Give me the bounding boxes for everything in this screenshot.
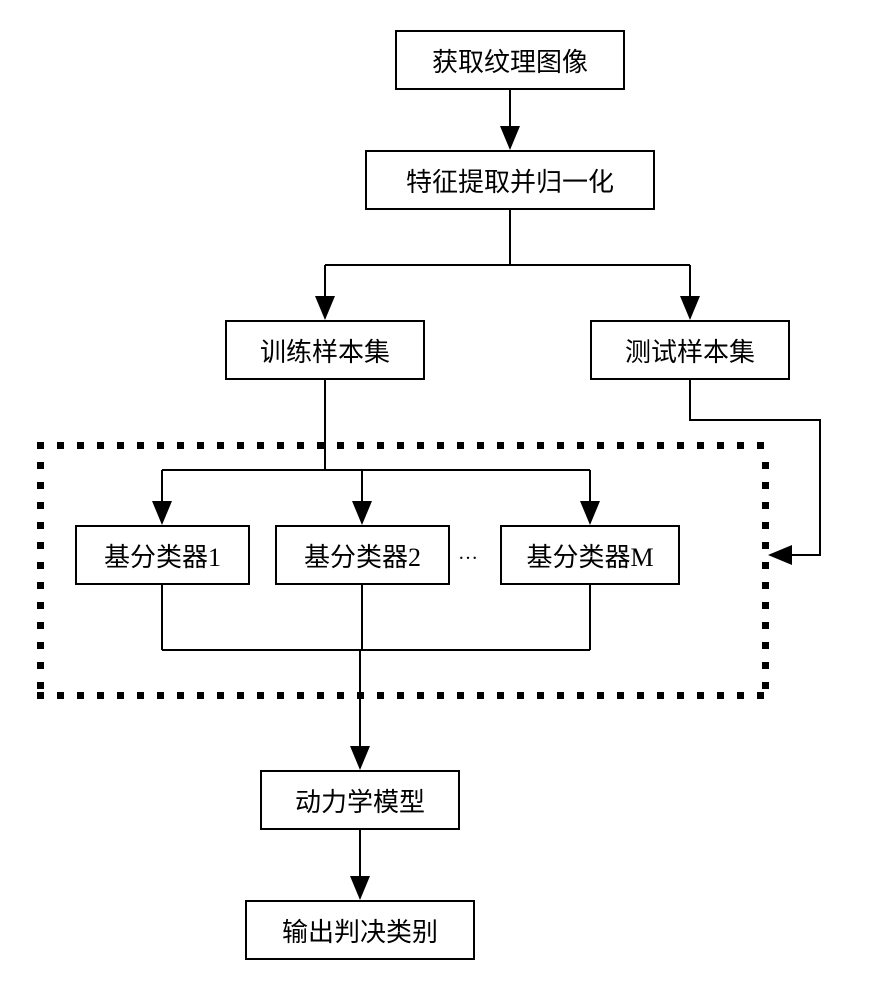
node-dynamics-model: 动力学模型 bbox=[260, 770, 460, 830]
node-label: 输出判决类别 bbox=[282, 912, 438, 949]
node-feature-extract: 特征提取并归一化 bbox=[365, 150, 655, 210]
ellipsis: … bbox=[458, 542, 480, 565]
node-label: 测试样本集 bbox=[625, 332, 755, 369]
edge-n4-down bbox=[690, 380, 820, 555]
node-output-class: 输出判决类别 bbox=[245, 900, 475, 960]
node-label: 训练样本集 bbox=[260, 332, 390, 369]
node-label: 基分类器M bbox=[526, 537, 653, 574]
node-label: 动力学模型 bbox=[295, 782, 425, 819]
node-label: 特征提取并归一化 bbox=[406, 162, 614, 199]
node-training-set: 训练样本集 bbox=[225, 320, 425, 380]
flowchart-canvas: 获取纹理图像 特征提取并归一化 训练样本集 测试样本集 基分类器1 基分类器2 … bbox=[0, 0, 870, 1000]
ellipsis-text: … bbox=[458, 542, 480, 564]
node-classifier-m: 基分类器M bbox=[500, 525, 680, 585]
node-acquire-image: 获取纹理图像 bbox=[395, 30, 625, 90]
node-label: 基分类器1 bbox=[104, 537, 221, 574]
node-label: 获取纹理图像 bbox=[432, 42, 588, 79]
node-classifier-1: 基分类器1 bbox=[75, 525, 250, 585]
node-label: 基分类器2 bbox=[304, 537, 421, 574]
node-test-set: 测试样本集 bbox=[590, 320, 790, 380]
node-classifier-2: 基分类器2 bbox=[275, 525, 450, 585]
